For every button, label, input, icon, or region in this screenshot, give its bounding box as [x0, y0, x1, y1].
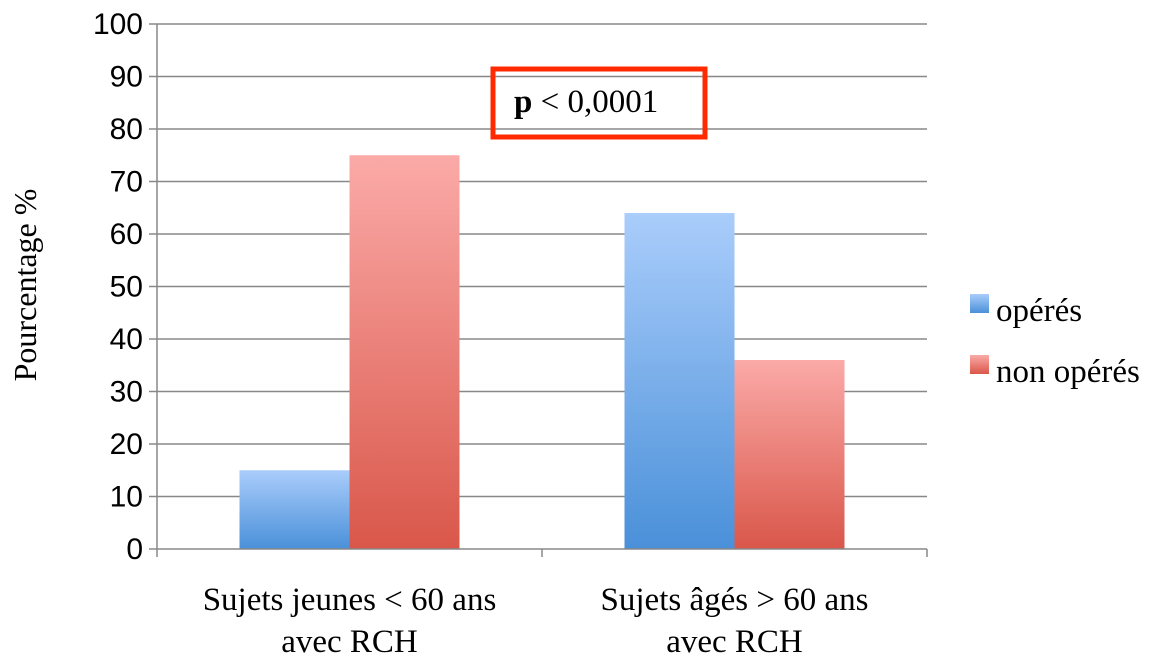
y-tick-label: 90: [110, 61, 143, 94]
bar-opérés-2: [624, 213, 735, 549]
x-category-label: avec RCH: [666, 624, 803, 660]
axes: [149, 23, 928, 557]
legend: opérés non opérés: [970, 293, 1140, 390]
y-tick-label: 0: [126, 533, 143, 566]
legend-swatch: [970, 294, 989, 313]
x-category-label: Sujets âgés > 60 ans: [601, 582, 869, 618]
bar-non-opérés-1: [349, 155, 460, 549]
y-tick-label: 50: [110, 271, 143, 304]
y-tick-label: 20: [110, 428, 143, 461]
p-value-box: [490, 66, 708, 140]
x-category-label: Sujets jeunes < 60 ans: [203, 582, 497, 618]
y-tick-label: 40: [110, 323, 143, 356]
bars: [239, 155, 845, 549]
p-value-symbol: p: [514, 84, 532, 120]
bar-opérés-1: [239, 470, 350, 549]
x-category-label: avec RCH: [281, 624, 418, 660]
y-axis-title: Pourcentage %: [7, 189, 43, 382]
bar-non-opérés-2: [734, 360, 845, 549]
axis-labels: 0 10 20 30 40 50 60 70 80 90 100 Sujets jeunes < 60…: [93, 8, 869, 660]
p-value-threshold: < 0,0001: [532, 84, 658, 120]
legend-label: non opérés: [996, 354, 1140, 390]
legend-swatch: [970, 355, 989, 374]
p-value-text: p < 0,0001: [514, 84, 658, 120]
y-tick-label: 80: [110, 113, 143, 146]
y-tick-label: 100: [93, 8, 143, 41]
y-tick-label: 60: [110, 218, 143, 251]
y-tick-label: 70: [110, 166, 143, 199]
legend-label: opérés: [996, 293, 1082, 329]
gridlines: [157, 23, 927, 498]
y-tick-label: 10: [110, 481, 143, 514]
y-tick-label: 30: [110, 376, 143, 409]
p-value-annotation: p < 0,0001: [490, 66, 708, 140]
